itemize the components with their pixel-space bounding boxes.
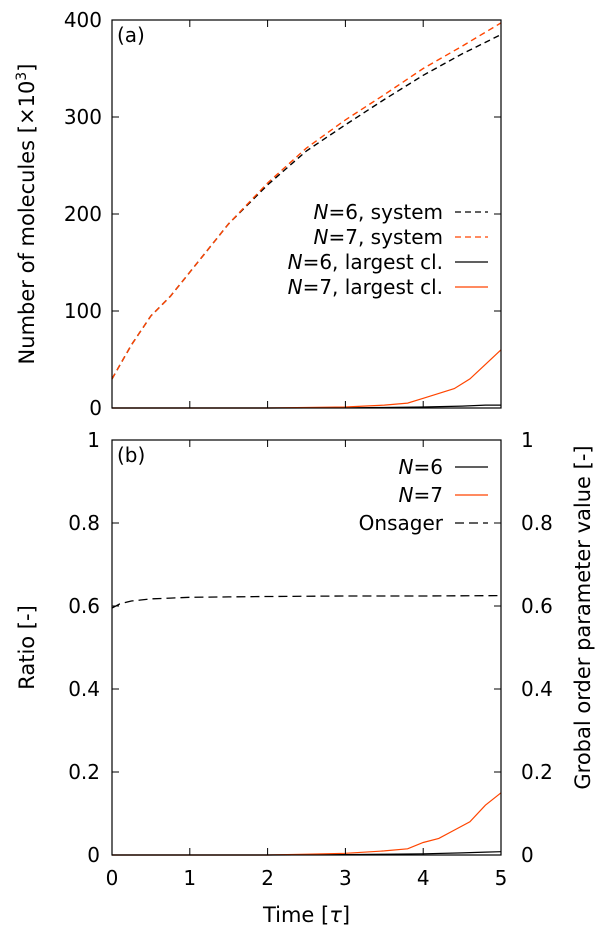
panel-b-frame <box>111 439 502 856</box>
panel-a-y-tick-label-4: 400 <box>64 8 102 32</box>
panel-b-y-axis-label: Ratio [-] <box>15 605 39 690</box>
panel-b-right-y-tick-label-3: 0.6 <box>521 594 553 618</box>
panel-b-y-tick-label-1: 0.2 <box>68 760 100 784</box>
panel-b-y-ticks: 0 0.2 0.4 0.6 0.8 1 <box>68 428 119 867</box>
panel-a-legend-label-2: N=6, largest cl. <box>288 250 443 274</box>
panel-b-x-tick-label-3: 3 <box>339 866 352 890</box>
panel-a-y-axis-label: Number of molecules [×103] <box>14 64 39 365</box>
panel-a-y-tick-label-0: 0 <box>89 396 102 420</box>
panel-b-right-y-axis-label: Grobal order parameter value [-] <box>571 445 595 789</box>
panel-b-right-y-tick-label-2: 0.4 <box>521 677 553 701</box>
panel-a-legend-label-0: N=6, system <box>314 200 443 224</box>
panel-b-y-tick-label-3: 0.6 <box>68 594 100 618</box>
panel-b-label: (b) <box>117 443 145 467</box>
panel-a-y-tick-label-2: 200 <box>64 202 102 226</box>
panel-b-y-tick-label-4: 0.8 <box>68 511 100 535</box>
panel-a-y-ticks: 0 100 200 300 400 <box>64 8 501 420</box>
panel-a-series-line-3 <box>112 349 502 409</box>
panel-b-x-tick-label-0: 0 <box>106 866 119 890</box>
panel-b-legend-label-1: N=7 <box>399 483 443 507</box>
panel-b-right-y-tick-label-5: 1 <box>521 428 534 452</box>
panel-b-y-tick-label-0: 0 <box>87 843 100 867</box>
panel-a-series-line-1 <box>111 22 502 380</box>
panel-b-legend: N=6 N=7 Onsager <box>359 455 488 535</box>
panel-b-x-tick-label-2: 2 <box>261 866 274 890</box>
panel-b-legend-label-0: N=6 <box>399 455 443 479</box>
panel-b-right-y-tick-label-4: 0.8 <box>521 511 553 535</box>
panel-b-series-line-1 <box>112 792 502 856</box>
panel-a: (a) Number of molecules [×103] 0 100 200 30… <box>14 8 502 420</box>
panel-b-x-ticks: 0 1 2 3 4 5 <box>106 440 508 890</box>
panel-a-x-ticks <box>111 20 502 408</box>
panel-b-y-tick-label-5: 1 <box>87 428 100 452</box>
panel-b-series-line-2 <box>111 594 502 609</box>
panel-b: (b) Ratio [-] Grobal order parameter val… <box>15 428 595 927</box>
panel-b-x-axis-label: Time [τ] <box>262 903 350 927</box>
panel-a-label: (a) <box>117 23 145 47</box>
panel-a-y-tick-label-3: 300 <box>64 105 102 129</box>
panel-b-x-tick-label-5: 5 <box>495 866 508 890</box>
panel-a-y-tick-label-1: 100 <box>64 299 102 323</box>
panel-b-right-y-ticks: 0 0.2 0.4 0.6 0.8 1 <box>494 428 553 867</box>
panel-b-y-tick-label-2: 0.4 <box>68 677 100 701</box>
panel-a-legend-label-1: N=7, system <box>314 225 443 249</box>
panel-b-plot-area <box>111 594 502 856</box>
panel-b-right-y-tick-label-1: 0.2 <box>521 760 553 784</box>
panel-b-x-tick-label-4: 4 <box>417 866 430 890</box>
panel-b-x-tick-label-1: 1 <box>183 866 196 890</box>
panel-a-legend-label-3: N=7, largest cl. <box>288 275 443 299</box>
panel-b-right-y-tick-label-0: 0 <box>521 843 534 867</box>
panel-b-legend-label-2: Onsager <box>359 511 444 535</box>
